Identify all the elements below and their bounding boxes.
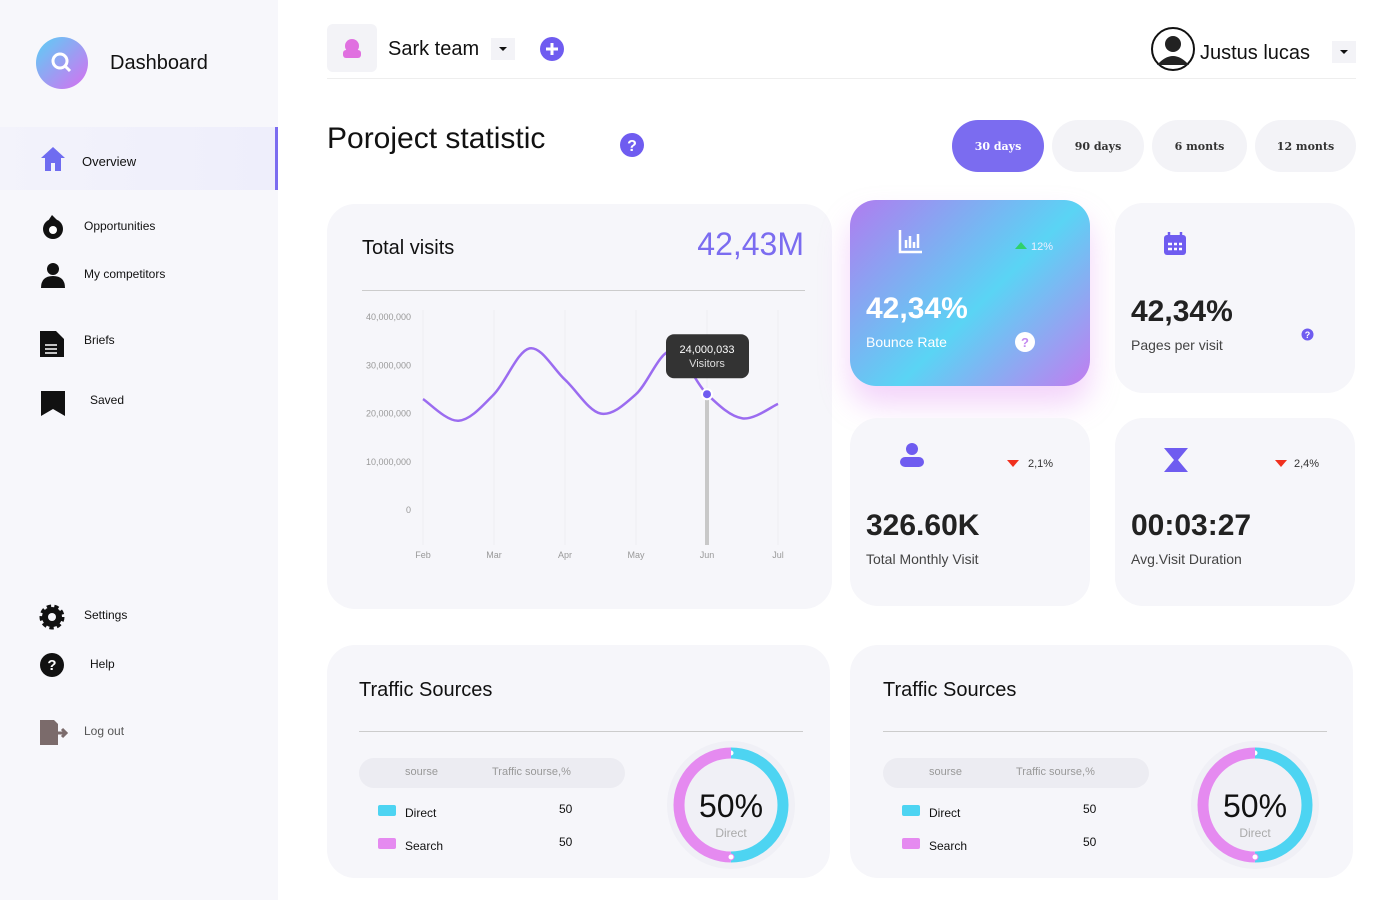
stat-label: Avg.Visit Duration xyxy=(1131,551,1242,567)
period-button[interactable]: 12 monts xyxy=(1255,120,1356,172)
page-title: Poroject statistic xyxy=(327,122,546,155)
legend-swatch xyxy=(378,805,396,816)
icon xyxy=(41,391,65,416)
help-icon[interactable]: ? xyxy=(1014,331,1036,353)
icon-calendar xyxy=(1164,232,1186,255)
icon-help: ? xyxy=(40,653,64,677)
stat-value: 00:03:27 xyxy=(1131,509,1252,542)
icon xyxy=(41,263,65,288)
stat-card xyxy=(850,418,1090,606)
stat-card-highlight xyxy=(850,200,1090,386)
team-dropdown[interactable] xyxy=(491,38,515,60)
icon-chart xyxy=(898,230,922,254)
icon-home xyxy=(41,147,65,171)
card-title: Total visits xyxy=(362,237,455,259)
period-button[interactable]: 90 days xyxy=(1052,120,1144,172)
nav-item[interactable]: Opportunities xyxy=(84,219,156,233)
table-header xyxy=(359,758,625,788)
nav-item[interactable]: Saved xyxy=(90,393,125,407)
svg-text:?: ? xyxy=(1021,335,1029,350)
user-avatar xyxy=(1151,27,1195,71)
legend-swatch xyxy=(378,838,396,849)
column-header: Traffic sourse,% xyxy=(1016,766,1095,778)
stat-card xyxy=(1115,203,1355,393)
icon-settings xyxy=(39,604,65,630)
icon-hourglass xyxy=(1164,448,1188,472)
card-divider xyxy=(362,290,805,291)
stat-change: 12% xyxy=(1031,241,1054,253)
icon-logout xyxy=(40,720,68,745)
svg-text:?: ? xyxy=(1305,330,1311,340)
trend-down xyxy=(1007,460,1019,467)
row-name: Direct xyxy=(405,806,437,820)
svg-text:?: ? xyxy=(47,657,56,674)
visits-card xyxy=(327,204,832,609)
card-title: Traffic Sources xyxy=(883,679,1017,701)
nav-item[interactable]: Log out xyxy=(84,724,125,738)
column-header: sourse xyxy=(929,766,963,778)
card-title: Traffic Sources xyxy=(359,679,493,701)
period-button[interactable]: 6 monts xyxy=(1152,120,1247,172)
help-icon[interactable]: ? xyxy=(1301,328,1314,341)
stat-value: 326.60K xyxy=(866,509,980,542)
stat-change: 2,4% xyxy=(1294,458,1320,470)
icon xyxy=(43,215,63,239)
trend-down xyxy=(1275,460,1287,467)
row-value: 50 xyxy=(1083,835,1097,849)
nav-item[interactable]: My competitors xyxy=(84,267,166,281)
legend-swatch xyxy=(902,838,920,849)
brand-name: Dashboard xyxy=(110,52,208,74)
team-avatar xyxy=(327,24,377,72)
user-dropdown[interactable] xyxy=(1332,41,1356,63)
table-header xyxy=(883,758,1149,788)
card-total: 42,43M xyxy=(697,226,804,262)
stat-label: Bounce Rate xyxy=(866,334,947,350)
row-name: Search xyxy=(929,839,968,853)
user-name: Justus lucas xyxy=(1200,42,1311,64)
row-value: 50 xyxy=(1083,802,1097,816)
period-button[interactable]: 30 days xyxy=(952,120,1044,172)
help-icon[interactable]: ? xyxy=(619,132,645,158)
svg-text:?: ? xyxy=(627,138,637,155)
row-value: 50 xyxy=(559,802,573,816)
nav-item[interactable]: Briefs xyxy=(84,333,115,347)
brand-logo xyxy=(36,37,88,89)
header-divider xyxy=(327,78,1356,79)
nav-item[interactable]: Settings xyxy=(84,608,128,622)
row-name: Direct xyxy=(929,806,961,820)
column-header: Traffic sourse,% xyxy=(492,766,571,778)
stat-label: Pages per visit xyxy=(1131,337,1223,353)
stat-value: 42,34% xyxy=(866,292,968,325)
icon xyxy=(40,331,64,357)
trend-up xyxy=(1015,242,1027,249)
card-divider xyxy=(359,731,803,732)
nav-item[interactable]: Help xyxy=(90,657,115,671)
icon-user xyxy=(900,443,924,467)
row-value: 50 xyxy=(559,835,573,849)
row-name: Search xyxy=(405,839,444,853)
stat-change: 2,1% xyxy=(1028,458,1054,470)
column-header: sourse xyxy=(405,766,439,778)
card-divider xyxy=(883,731,1327,732)
team-name: Sark team xyxy=(388,38,480,60)
stat-label: Total Monthly Visit xyxy=(866,551,979,567)
stat-value: 42,34% xyxy=(1131,295,1233,328)
add-button[interactable] xyxy=(539,36,565,62)
stat-card xyxy=(1115,418,1355,606)
legend-swatch xyxy=(902,805,920,816)
nav-item[interactable]: Overview xyxy=(82,154,137,169)
